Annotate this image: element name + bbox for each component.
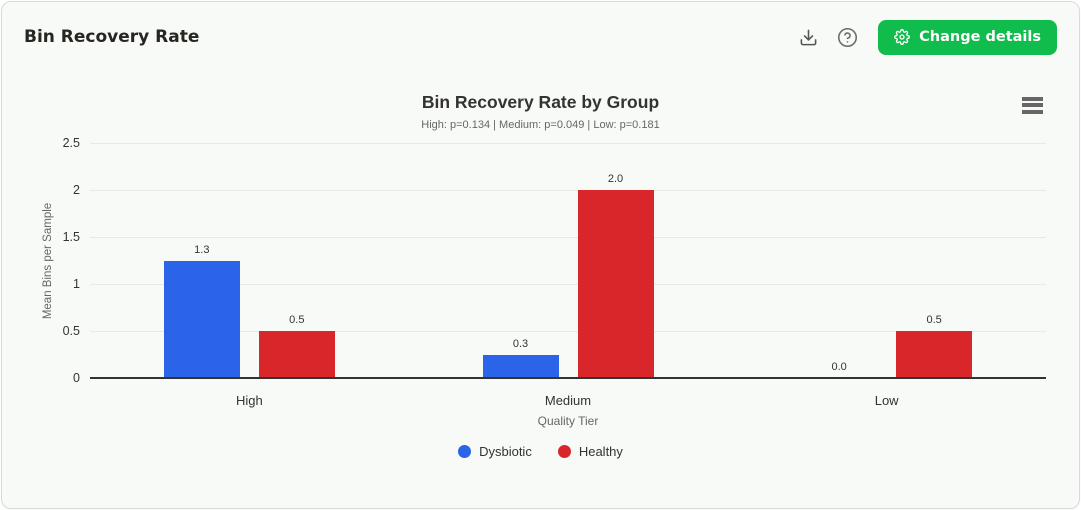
legend-marker-icon	[458, 445, 472, 458]
legend-label: Dysbiotic	[479, 444, 532, 459]
bar-value-label: 0.5	[289, 314, 305, 326]
bar-dysbiotic-medium[interactable]	[482, 354, 559, 378]
x-axis-title: Quality Tier	[537, 414, 599, 428]
y-tick-label: 2.5	[62, 136, 80, 150]
widget-header: Bin Recovery Rate	[2, 2, 1079, 72]
gridline	[90, 284, 1046, 285]
change-details-button[interactable]: Change details	[878, 19, 1057, 55]
gridline	[90, 143, 1046, 144]
change-details-label: Change details	[919, 29, 1041, 45]
x-category-label: High	[235, 393, 263, 408]
legend-item-dysbiotic[interactable]: Dysbiotic	[458, 444, 532, 459]
x-axis-line	[90, 377, 1046, 379]
legend-item-healthy[interactable]: Healthy	[557, 444, 623, 459]
bar-healthy-low[interactable]	[896, 331, 973, 378]
bar-dysbiotic-high[interactable]	[163, 260, 240, 378]
chart-canvas: Bin Recovery Rate by Group High: p=0.134…	[2, 72, 1079, 508]
gridline	[90, 237, 1046, 238]
download-icon	[800, 29, 817, 45]
y-tick-label: 1.5	[62, 230, 80, 244]
header-actions: Change details	[791, 19, 1057, 55]
bar-value-label: 0.5	[926, 314, 942, 326]
bar-healthy-medium[interactable]	[577, 190, 654, 378]
help-button[interactable]	[830, 20, 864, 54]
x-category-label: Medium	[544, 393, 592, 408]
chart-context-menu-button[interactable]	[1022, 96, 1043, 114]
chart-title: Bin Recovery Rate by Group	[421, 92, 660, 112]
bar-value-label: 0.0	[831, 361, 847, 373]
y-tick-label: 0	[73, 371, 80, 385]
bar-value-label: 1.3	[194, 243, 210, 256]
legend: Dysbiotic Healthy	[2, 444, 1079, 459]
gear-icon	[894, 29, 911, 45]
gridline	[90, 190, 1046, 191]
help-circle-icon	[837, 27, 857, 47]
chart-subtitle: High: p=0.134 | Medium: p=0.049 | Low: p…	[421, 119, 660, 131]
legend-marker-icon	[557, 445, 571, 458]
y-tick-label: 2	[73, 183, 80, 197]
legend-label: Healthy	[578, 444, 623, 459]
bar-value-label: 2.0	[607, 173, 624, 185]
page-title: Bin Recovery Rate	[24, 27, 200, 47]
bar-healthy-high[interactable]	[258, 331, 335, 378]
y-tick-label: 0.5	[62, 324, 80, 338]
bar-value-label: 0.3	[512, 337, 529, 350]
x-category-label: Low	[874, 393, 899, 408]
hamburger-menu-icon	[1022, 96, 1043, 114]
gridline	[90, 331, 1046, 332]
y-axis-title: Mean Bins per Sample	[42, 202, 54, 319]
y-tick-label: 1	[73, 277, 80, 291]
download-button[interactable]	[791, 20, 825, 54]
